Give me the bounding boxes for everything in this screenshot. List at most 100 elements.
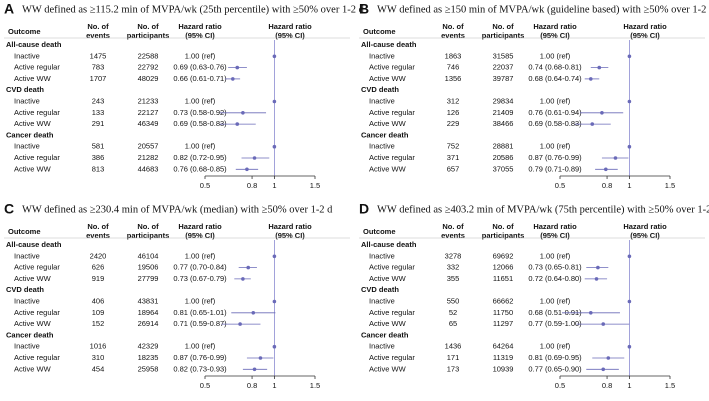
participants: 43831 (138, 296, 159, 305)
hr-point (272, 254, 277, 259)
participants: 11297 (493, 319, 513, 328)
group-header: All-cause death (361, 40, 417, 49)
hr-point (596, 265, 600, 270)
row-name: Inactive (369, 96, 395, 105)
row-name: Active regular (14, 108, 60, 117)
group-header: Cancer death (361, 330, 409, 339)
panel: A WW defined as ≥115.2 min of MVPA/wk (25… (4, 1, 365, 190)
events: 406 (92, 296, 105, 305)
group-header: CVD death (361, 285, 399, 294)
hr-point (627, 54, 632, 59)
column-header: No. of participants (482, 22, 525, 40)
row-name: Inactive (369, 51, 395, 60)
hazard-ratio: 1.00 (ref) (185, 96, 216, 105)
events: 291 (92, 119, 105, 128)
x-tick-label: 0.5 (555, 181, 565, 190)
column-header: Hazard ratio (95% CI) (178, 22, 222, 40)
events: 657 (447, 164, 460, 173)
x-tick-label: 1 (627, 381, 631, 390)
hr-point (235, 122, 240, 126)
hr-point (272, 299, 277, 304)
row-name: Active WW (14, 274, 52, 283)
events: 310 (92, 353, 105, 362)
events: 783 (92, 63, 105, 72)
hazard-ratio: 0.82 (0.72-0.95) (173, 153, 227, 162)
events: 355 (447, 274, 460, 283)
group-header: CVD death (6, 285, 44, 294)
events: 65 (449, 319, 457, 328)
row-name: Active WW (369, 274, 407, 283)
row-name: Active regular (369, 153, 415, 162)
participants: 26914 (138, 319, 159, 328)
hazard-ratio: 0.73 (0.67-0.79) (173, 274, 227, 283)
events: 52 (449, 308, 457, 317)
events: 1475 (90, 51, 107, 60)
participants: 20557 (138, 142, 159, 151)
row-name: Active WW (14, 319, 52, 328)
events: 1016 (90, 342, 107, 351)
hr-point (627, 144, 632, 149)
events: 581 (92, 142, 105, 151)
hr-point (241, 277, 245, 281)
x-tick-label: 0.5 (555, 381, 565, 390)
x-tick-label: 0.8 (602, 381, 612, 390)
hazard-ratio: 1.00 (ref) (540, 342, 571, 351)
hr-point (597, 65, 602, 70)
row-name: Inactive (14, 251, 40, 260)
panel-label: D (359, 201, 369, 217)
hr-point (252, 367, 257, 372)
column-header: Outcome (363, 27, 396, 36)
participants: 10939 (493, 364, 514, 373)
hazard-ratio: 0.72 (0.64-0.80) (528, 274, 582, 283)
x-tick-label: 0.8 (247, 381, 257, 390)
hazard-ratio: 0.74 (0.68-0.81) (528, 63, 582, 72)
participants: 21282 (138, 153, 159, 162)
participants: 12066 (493, 263, 514, 272)
events: 1436 (445, 342, 462, 351)
hr-point (230, 77, 235, 81)
group-header: CVD death (361, 85, 399, 94)
participants: 38466 (493, 119, 514, 128)
row-name: Inactive (369, 142, 395, 151)
participants: 11651 (493, 274, 513, 283)
participants: 28881 (493, 142, 514, 151)
participants: 11750 (493, 308, 513, 317)
hazard-ratio: 0.79 (0.71-0.89) (528, 164, 582, 173)
column-header: Hazard ratio (95% CI) (268, 222, 312, 240)
row-name: Active regular (369, 263, 415, 272)
group-header: All-cause death (6, 40, 62, 49)
panel-title: WW defined as ≥150 min of MVPA/wk (guide… (377, 4, 709, 15)
hr-point (588, 77, 593, 81)
hazard-ratio: 0.73 (0.65-0.81) (528, 263, 582, 272)
column-header: No. of participants (482, 222, 525, 240)
x-tick-label: 0.5 (200, 181, 210, 190)
hr-point (601, 367, 606, 372)
hr-point (272, 344, 277, 349)
row-name: Active WW (14, 74, 52, 83)
events: 3278 (445, 251, 462, 260)
x-tick-label: 0.8 (602, 181, 612, 190)
participants: 42329 (138, 342, 159, 351)
events: 2420 (90, 251, 107, 260)
column-header: Hazard ratio (95% CI) (623, 222, 667, 240)
row-name: Active regular (369, 108, 415, 117)
participants: 27799 (138, 274, 159, 283)
group-header: CVD death (6, 85, 44, 94)
events: 243 (92, 96, 105, 105)
column-header: No. of participants (127, 22, 170, 40)
events: 229 (447, 119, 460, 128)
row-name: Active WW (14, 364, 52, 373)
row-name: Inactive (14, 342, 40, 351)
hazard-ratio: 0.69 (0.58-0.83) (528, 119, 582, 128)
events: 919 (92, 274, 105, 283)
events: 371 (447, 153, 460, 162)
hr-point (251, 311, 256, 315)
participants: 22127 (138, 108, 159, 117)
row-name: Active regular (369, 308, 415, 317)
panel: C WW defined as ≥230.4 min of MVPA/wk (me… (4, 201, 350, 390)
hazard-ratio: 0.68 (0.51-0.91) (528, 308, 582, 317)
events: 312 (447, 96, 460, 105)
participants: 66662 (493, 296, 514, 305)
events: 746 (447, 63, 460, 72)
hr-point (627, 344, 632, 349)
